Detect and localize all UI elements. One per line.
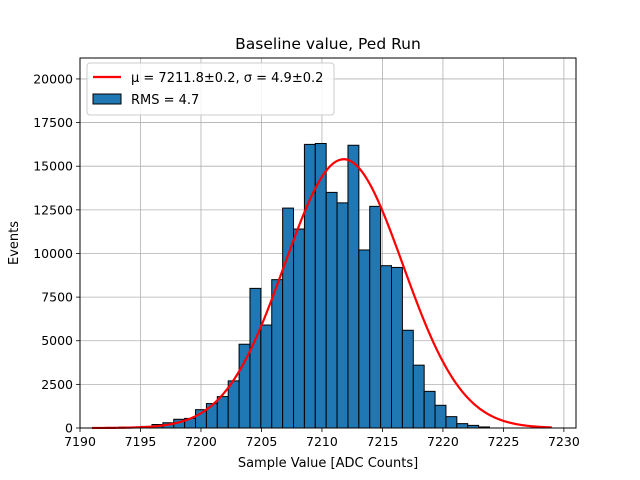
histogram-bar [358, 249, 371, 429]
histogram-bar [216, 396, 229, 429]
x-axis-ticks: 7190 7195 7200 7205 7210 7215 7220 7225 7230 [64, 428, 580, 449]
legend-hist-swatch [92, 93, 122, 105]
histogram-bar [282, 207, 295, 429]
histogram-bar [227, 380, 240, 429]
x-tick-label: 7200 [185, 434, 217, 449]
x-axis-label: Sample Value [ADC Counts] [238, 456, 418, 471]
histogram-bar [336, 202, 349, 429]
y-tick-label: 0 [65, 421, 73, 436]
histogram-bar [293, 228, 305, 429]
fit-curve-layer [92, 158, 552, 430]
y-axis-label: Events [7, 221, 22, 265]
chart-title: Baseline value, Ped Run [235, 35, 421, 53]
histogram-bar [303, 143, 316, 429]
x-tick-label: 7230 [548, 434, 580, 449]
histogram-bar [401, 329, 414, 429]
x-tick-label: 7215 [367, 434, 399, 449]
histogram-bar [423, 390, 436, 429]
histogram-bar [260, 324, 273, 429]
histogram-bar [412, 364, 425, 429]
x-tick-label: 7195 [125, 434, 157, 449]
x-tick-label: 7210 [306, 434, 338, 449]
x-tick-label: 7225 [488, 434, 520, 449]
histogram-bars [97, 143, 491, 429]
y-tick-label: 17500 [33, 115, 73, 130]
legend-hist-label: RMS = 4.7 [131, 93, 199, 108]
y-tick-label: 10000 [33, 246, 73, 261]
y-axis-ticks: 0 2500 5000 7500 10000 12500 15000 17500 20000 [33, 71, 80, 436]
x-tick-label: 7220 [427, 434, 459, 449]
histogram-bar [434, 404, 447, 429]
y-tick-label: 2500 [41, 377, 73, 392]
histogram-bar [391, 266, 403, 429]
histogram-bar [249, 287, 262, 429]
histogram-bar [445, 416, 458, 429]
x-tick-label: 7205 [246, 434, 278, 449]
y-tick-label: 7500 [41, 290, 73, 305]
fit-curve [92, 158, 552, 430]
histogram-bar [380, 265, 393, 429]
y-tick-label: 12500 [33, 202, 73, 217]
histogram-bar [456, 423, 469, 429]
y-tick-label: 20000 [33, 71, 73, 86]
plot-frame [79, 57, 577, 429]
histogram-bar [325, 191, 338, 429]
x-tick-label: 7190 [64, 434, 96, 449]
y-tick-label: 15000 [33, 159, 73, 174]
y-tick-label: 5000 [41, 333, 73, 348]
legend: μ = 7211.8±0.2, σ = 4.9±0.2 RMS = 4.7 [86, 62, 335, 116]
legend-fit-label: μ = 7211.8±0.2, σ = 4.9±0.2 [131, 71, 323, 86]
histogram-bar [271, 279, 284, 429]
histogram-bar [347, 144, 360, 429]
legend-box [86, 62, 335, 116]
histogram-bar [369, 205, 382, 429]
